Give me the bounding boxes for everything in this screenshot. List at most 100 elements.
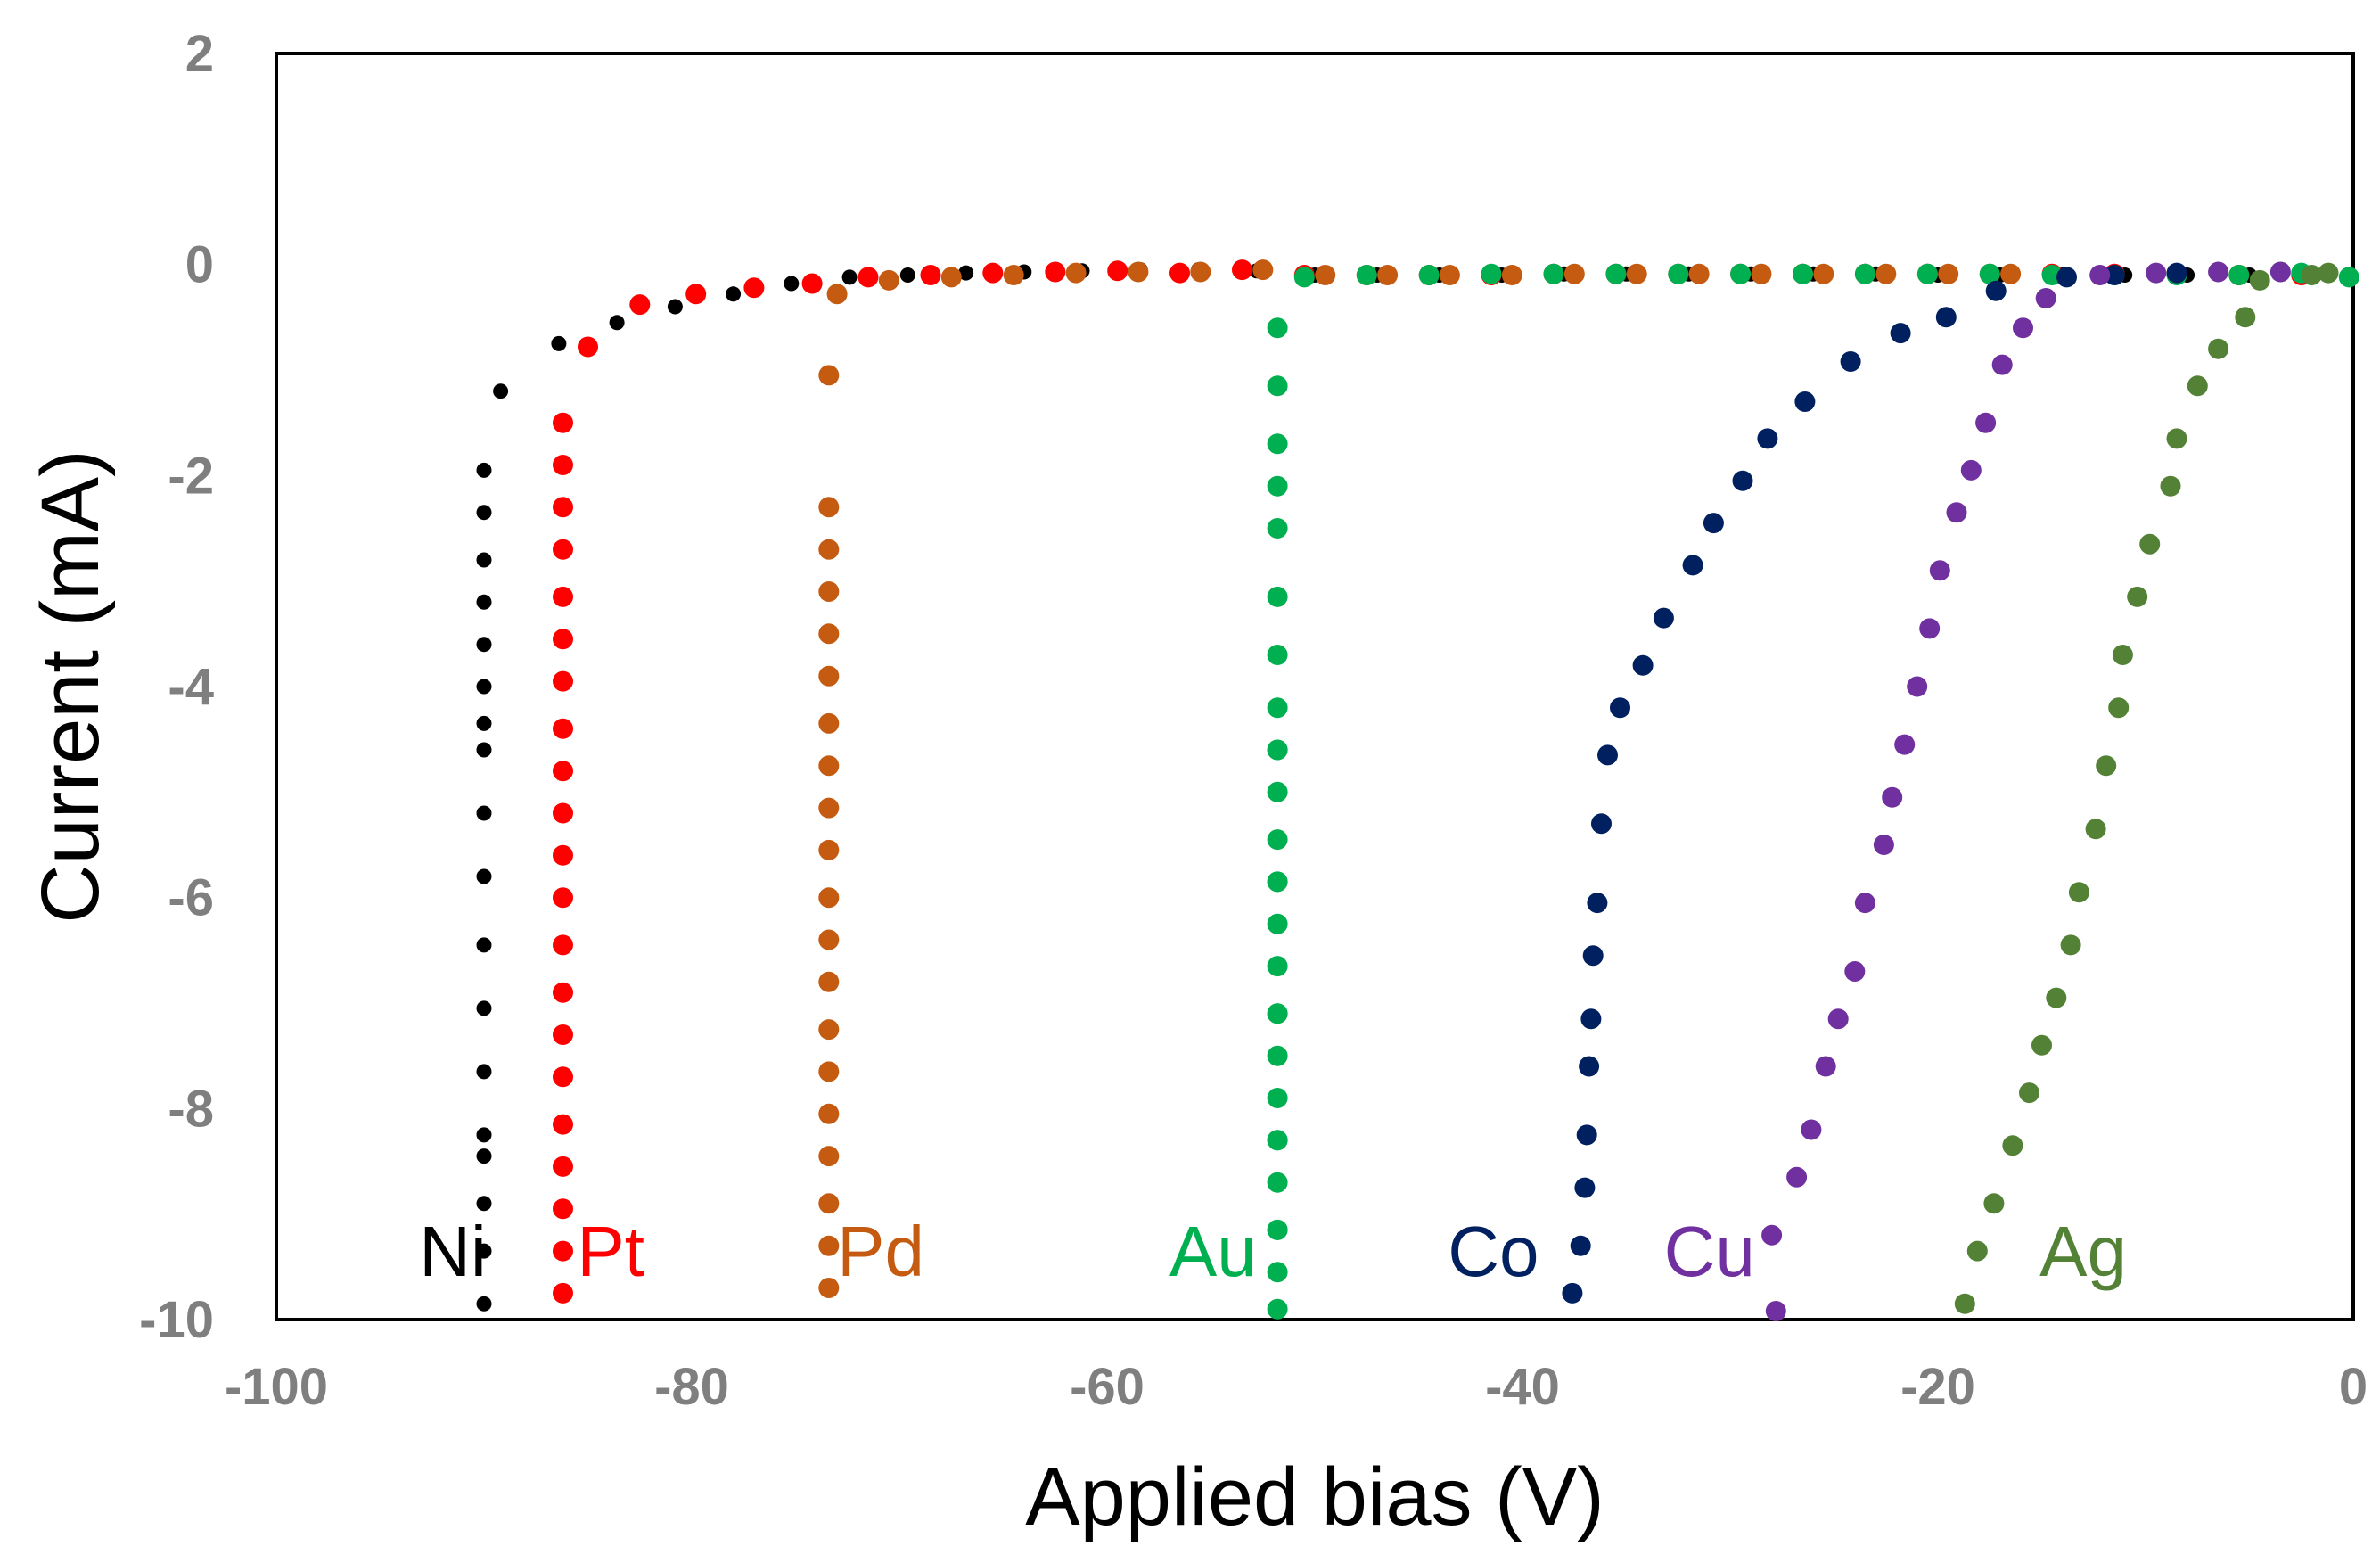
co-point xyxy=(1574,1177,1596,1198)
au-point xyxy=(1267,871,1288,893)
ni-point xyxy=(476,1064,492,1080)
x-tick-label: -80 xyxy=(654,1358,729,1416)
co-point xyxy=(1653,607,1674,629)
pd-point xyxy=(1003,265,1024,285)
x-tick-label: -100 xyxy=(225,1358,328,1416)
x-tick-label: -20 xyxy=(1900,1358,1975,1416)
co-point xyxy=(1732,470,1753,491)
ni-point xyxy=(476,1196,492,1212)
au-point xyxy=(1267,697,1288,719)
au-point xyxy=(1730,263,1752,284)
pd-point xyxy=(818,1278,840,1298)
ag-point xyxy=(2112,645,2133,665)
ni-point xyxy=(476,1148,492,1164)
series-label-cu: Cu xyxy=(1664,1212,1755,1291)
pt-point xyxy=(553,887,573,909)
au-point xyxy=(1267,1298,1288,1320)
au-point xyxy=(1267,1045,1288,1066)
au-point xyxy=(1668,263,1689,284)
co-point xyxy=(1794,391,1816,412)
pt-point xyxy=(553,1024,573,1045)
pd-point xyxy=(818,623,840,645)
ni-point xyxy=(476,679,492,695)
pt-point xyxy=(801,273,823,294)
ni-point xyxy=(476,505,492,521)
au-point xyxy=(1916,263,1938,284)
pt-point xyxy=(553,1114,573,1135)
pd-point xyxy=(818,971,840,992)
ni-point xyxy=(476,594,492,610)
x-tick-label: -60 xyxy=(1070,1358,1145,1416)
ni-point xyxy=(476,937,492,953)
pt-point xyxy=(629,294,651,316)
au-point xyxy=(1418,265,1440,285)
ag-point xyxy=(2096,755,2117,777)
pd-point xyxy=(818,1103,840,1124)
ni-point xyxy=(784,276,800,292)
cu-point xyxy=(1960,459,1982,481)
co-point xyxy=(1985,280,2007,301)
pd-point xyxy=(818,1146,840,1167)
pd-point xyxy=(818,839,840,860)
co-point xyxy=(1597,744,1618,766)
cu-point xyxy=(1919,618,1941,639)
pd-point xyxy=(1252,259,1274,281)
ag-point xyxy=(2166,428,2187,449)
cu-point xyxy=(1854,893,1875,914)
pd-point xyxy=(2000,263,2022,284)
y-tick-label: -6 xyxy=(168,869,214,927)
co-point xyxy=(1570,1235,1591,1256)
au-point xyxy=(1267,1130,1288,1151)
au-point xyxy=(1267,1003,1288,1024)
ag-point xyxy=(2046,987,2067,1008)
au-point xyxy=(1267,1172,1288,1193)
x-tick-label: -40 xyxy=(1485,1358,1560,1416)
pd-point xyxy=(818,539,840,560)
au-point xyxy=(1267,1219,1288,1240)
au-point xyxy=(1267,433,1288,455)
ag-point xyxy=(2002,1135,2023,1156)
pt-point xyxy=(553,934,573,956)
x-axis-title: Applied bias (V) xyxy=(1025,1452,1604,1542)
cu-point xyxy=(1815,1056,1836,1077)
ni-point xyxy=(958,265,974,281)
cu-point xyxy=(1786,1166,1808,1188)
ni-point xyxy=(476,462,492,478)
pd-point xyxy=(818,712,840,734)
ni-point xyxy=(667,299,683,315)
ag-point xyxy=(2019,1082,2039,1104)
ag-point xyxy=(2208,338,2229,359)
ag-point xyxy=(2108,697,2130,719)
pt-point xyxy=(578,336,598,358)
cu-point xyxy=(1844,961,1866,982)
pd-point xyxy=(1688,263,1710,284)
pd-point xyxy=(1315,265,1336,285)
x-tick-label: 0 xyxy=(2339,1358,2368,1416)
y-axis-ticks: 2 0 -2 -4 -6 -8 -10 xyxy=(139,25,214,1349)
pt-point xyxy=(553,1156,573,1177)
ag-point xyxy=(2187,375,2208,397)
y-tick-label: -4 xyxy=(168,658,214,716)
co-point xyxy=(1580,1008,1602,1030)
pd-point xyxy=(818,581,840,602)
pt-point xyxy=(553,1282,573,1304)
pd-point xyxy=(1501,265,1522,285)
cu-point xyxy=(2146,262,2167,284)
ni-point xyxy=(476,742,492,758)
series-label-pt: Pt xyxy=(577,1212,644,1291)
au-point xyxy=(1267,829,1288,851)
co-point xyxy=(1562,1282,1583,1304)
pd-point xyxy=(1128,261,1149,283)
co-point xyxy=(1576,1124,1597,1146)
pd-point xyxy=(818,797,840,819)
pd-point xyxy=(818,665,840,687)
ag-point xyxy=(2085,819,2106,840)
ni-point xyxy=(609,315,625,331)
pd-point xyxy=(940,267,962,288)
pd-point xyxy=(818,1193,840,1214)
pd-point xyxy=(818,365,840,386)
au-point xyxy=(1267,1088,1288,1108)
au-point xyxy=(1267,586,1288,607)
pt-point xyxy=(1169,262,1190,284)
